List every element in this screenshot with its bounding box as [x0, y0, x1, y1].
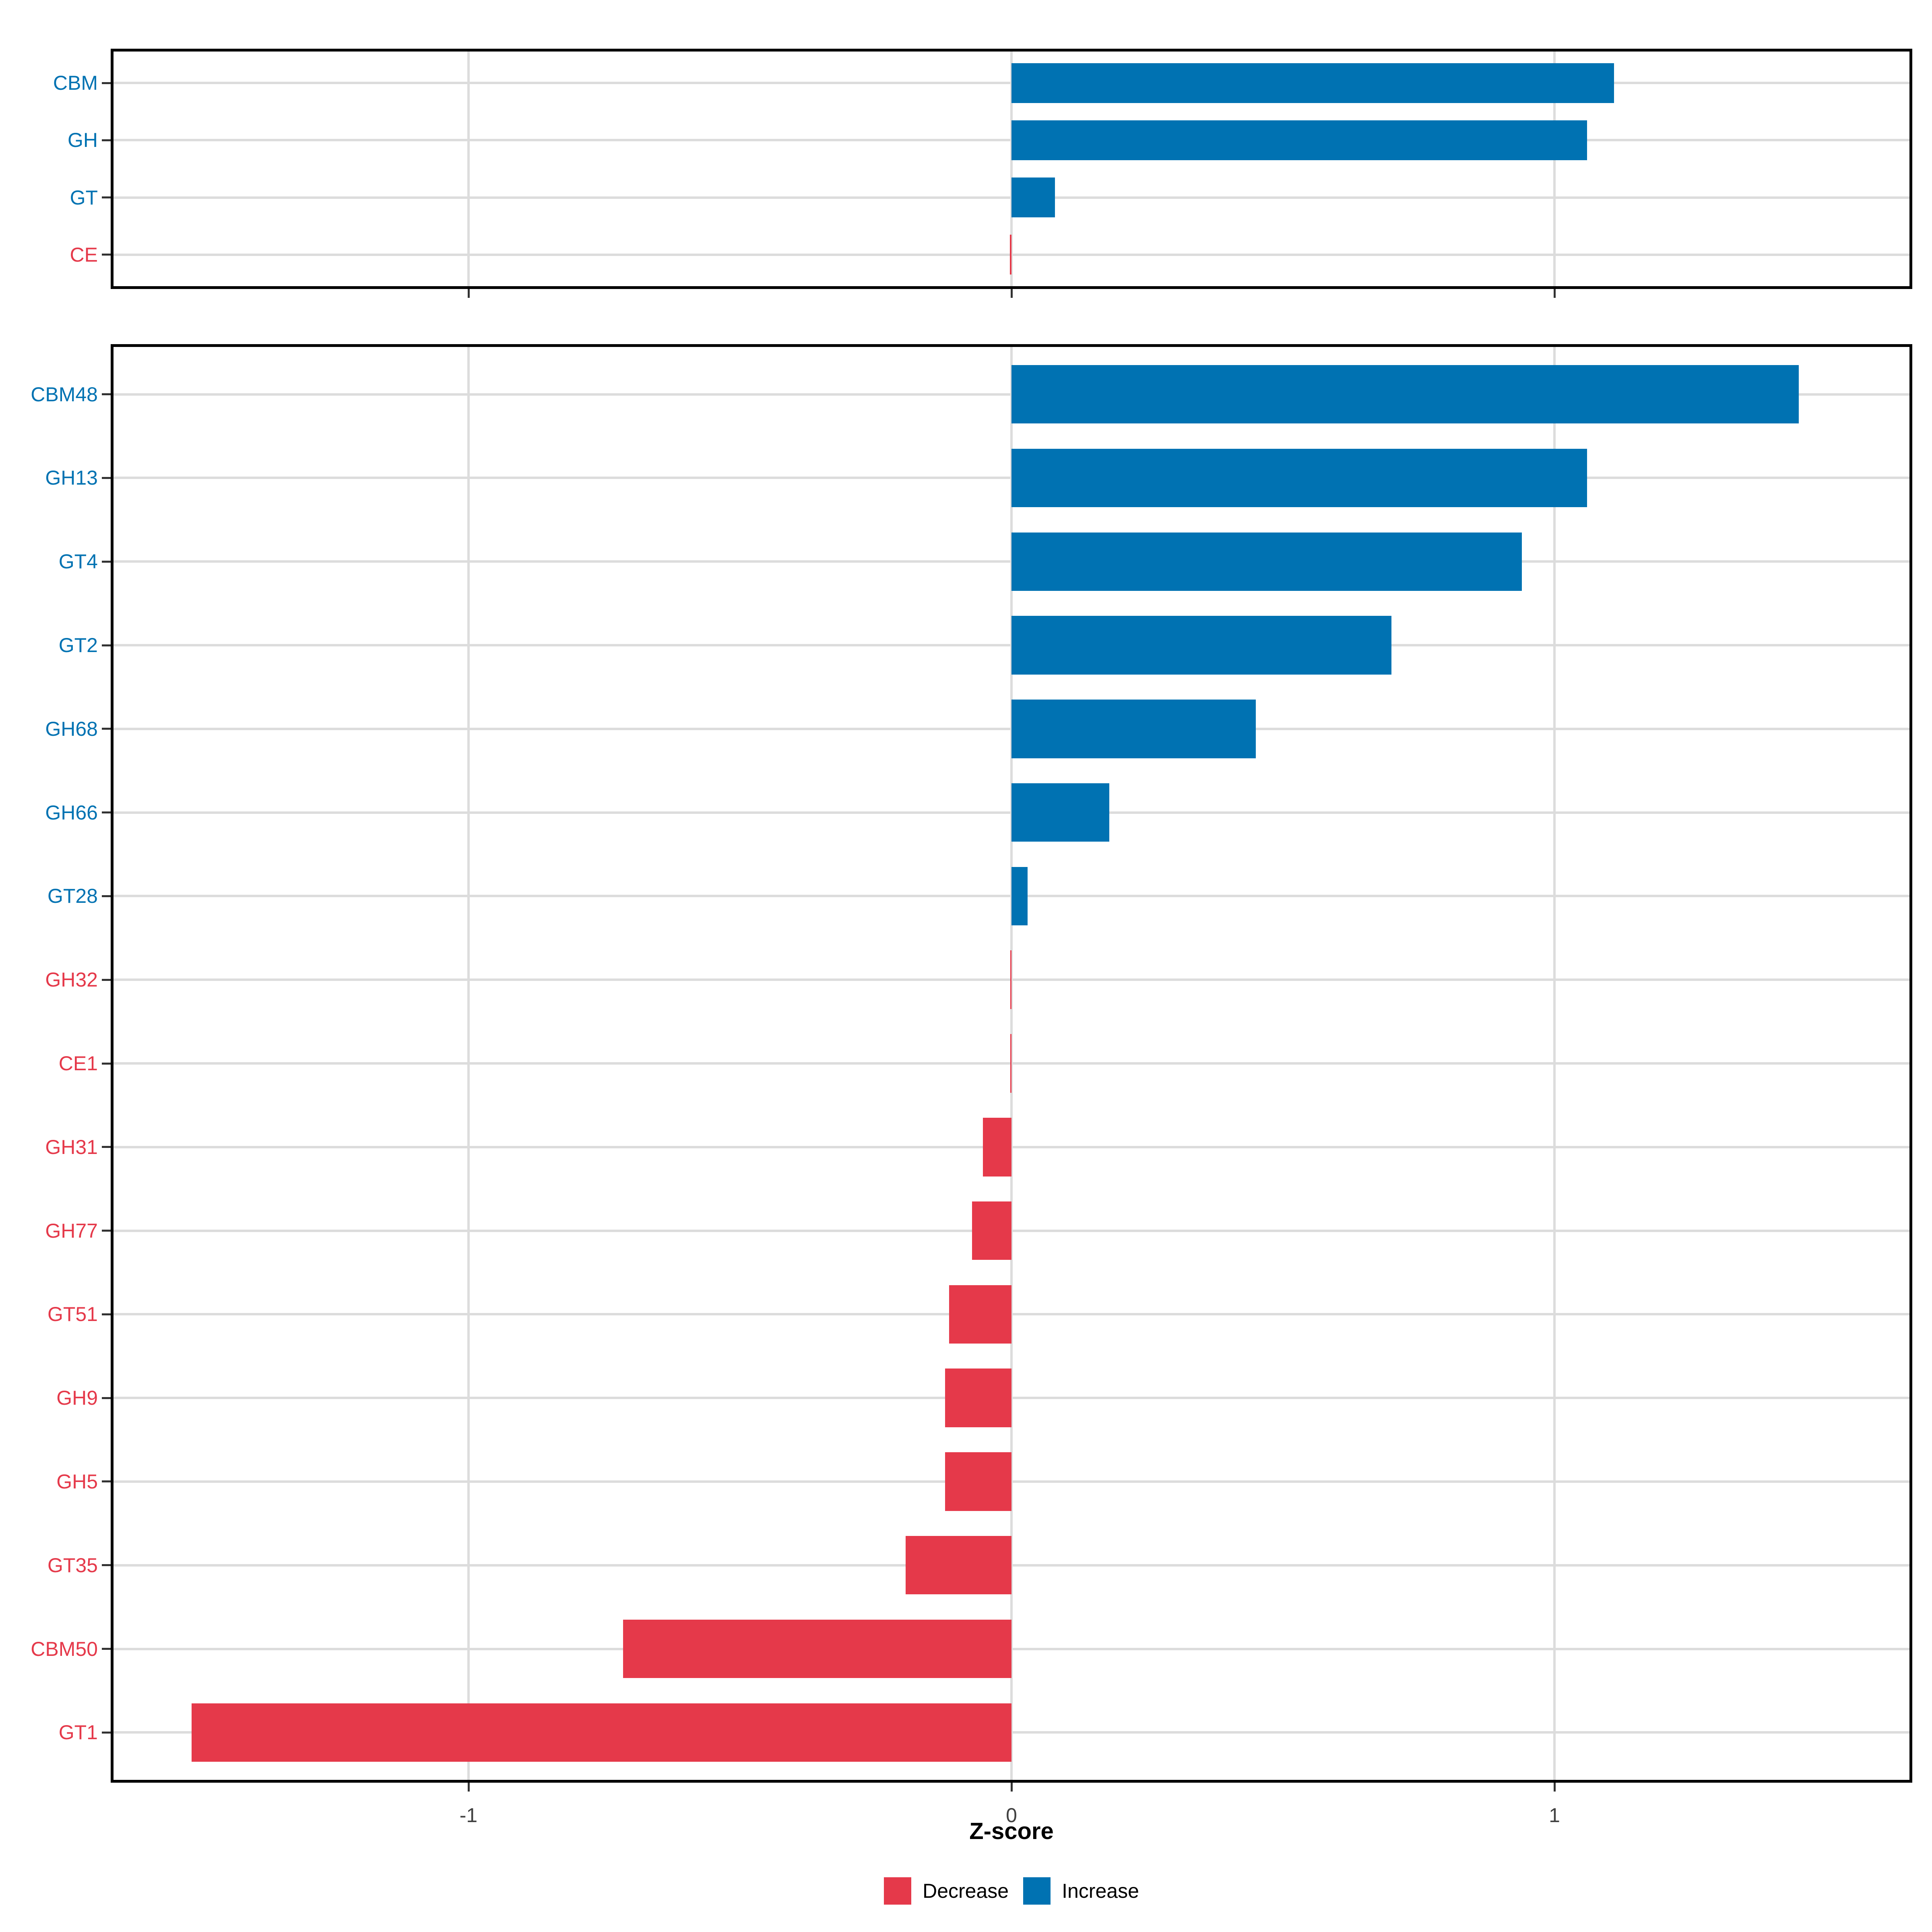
y-label-GH13: GH13 [45, 466, 98, 489]
y-label-GT: GT [70, 186, 98, 209]
bar-GH77 [972, 1201, 1011, 1260]
y-axis-tick [102, 1062, 111, 1065]
y-label-GT51: GT51 [47, 1303, 98, 1326]
bar-GH32 [1010, 950, 1011, 1009]
y-axis-tick [102, 1564, 111, 1567]
legend-label-decrease: Decrease [923, 1880, 1009, 1902]
gridline-row-GH5 [111, 1480, 1912, 1483]
gridline-row-GH32 [111, 978, 1912, 981]
x-axis-title: Z-score [969, 1818, 1054, 1844]
gridline-row-GH77 [111, 1229, 1912, 1232]
bar-GH9 [945, 1368, 1011, 1427]
y-label-GH32: GH32 [45, 968, 98, 991]
bar-GT28 [1011, 867, 1028, 926]
legend-swatch-increase-icon [1023, 1877, 1051, 1905]
y-label-GH66: GH66 [45, 801, 98, 824]
gridline-row-GH31 [111, 1146, 1912, 1148]
y-axis-tick [102, 139, 111, 141]
x-axis-tick [1010, 1783, 1013, 1792]
legend-swatch-decrease-icon [884, 1877, 912, 1905]
y-label-GH: GH [68, 129, 98, 152]
y-label-GH5: GH5 [56, 1470, 98, 1493]
y-label-GT4: GT4 [58, 550, 98, 573]
bar-GT1 [192, 1703, 1011, 1762]
gridline-row-GT1 [111, 1731, 1912, 1734]
gridline-row-CBM50 [111, 1647, 1912, 1650]
x-axis-tick [1010, 289, 1013, 298]
bar-GH68 [1011, 700, 1256, 758]
bar-GT [1011, 177, 1055, 218]
y-label-CBM50: CBM50 [31, 1637, 98, 1660]
gridline-row-GT51 [111, 1313, 1912, 1316]
y-axis-tick [102, 644, 111, 646]
bar-CE1 [1010, 1034, 1011, 1093]
y-label-GT28: GT28 [47, 885, 98, 908]
y-axis-tick [102, 254, 111, 256]
y-axis-tick [102, 1648, 111, 1650]
x-tick-label-1: 1 [1549, 1804, 1560, 1827]
y-axis-tick [102, 477, 111, 479]
y-label-CE1: CE1 [58, 1052, 98, 1075]
bar-GT2 [1011, 616, 1392, 675]
bar-GH31 [983, 1118, 1011, 1177]
bar-GH13 [1011, 448, 1587, 508]
gridline-row-GT35 [111, 1564, 1912, 1567]
panel-cazyme-family: CBM48 GH13 GT4 GT2 GH68 GH66 GT28 GH32 CE1 GH31 GH… [31, 344, 1912, 1827]
y-axis-tick [102, 82, 111, 84]
bar-GH66 [1011, 783, 1109, 842]
y-axis-tick [102, 1731, 111, 1734]
gridline-x-0 [1010, 49, 1013, 289]
y-axis-tick [102, 393, 111, 396]
legend-label-increase: Increase [1062, 1880, 1139, 1902]
y-axis-tick [102, 560, 111, 563]
bar-CBM50 [623, 1619, 1011, 1678]
y-axis-tick [102, 728, 111, 730]
bar-GH5 [945, 1452, 1011, 1511]
bar-GH [1011, 120, 1587, 161]
x-axis-tick [1553, 1783, 1556, 1792]
y-axis-tick [102, 1313, 111, 1315]
legend-item-increase: Increase [1023, 1877, 1139, 1905]
x-axis-tick [467, 289, 470, 298]
y-label-GH31: GH31 [45, 1135, 98, 1158]
y-label-GH9: GH9 [56, 1387, 98, 1410]
y-label-GT1: GT1 [58, 1721, 98, 1744]
x-axis-tick [467, 1783, 470, 1792]
y-axis-tick [102, 1230, 111, 1232]
x-tick-label--1: -1 [459, 1804, 478, 1827]
bar-GT51 [949, 1285, 1011, 1344]
gridline-row-CE [111, 253, 1912, 256]
y-label-CBM: CBM [53, 72, 98, 95]
bar-GT4 [1011, 532, 1522, 591]
x-axis-tick [1553, 289, 1556, 298]
y-axis-tick [102, 1397, 111, 1399]
gridline-x--1 [467, 49, 470, 289]
bar-CBM [1011, 63, 1614, 103]
y-axis-tick [102, 978, 111, 981]
legend-item-decrease: Decrease [884, 1877, 1009, 1905]
x-tick-label-0: 0 [1006, 1804, 1017, 1827]
bar-GT35 [905, 1536, 1011, 1595]
y-axis-tick [102, 1480, 111, 1483]
gridline-row-GH9 [111, 1397, 1912, 1399]
y-label-GT2: GT2 [58, 634, 98, 657]
legend: Decrease Increase [111, 1876, 1912, 1905]
y-axis-tick [102, 811, 111, 814]
bar-CE [1009, 234, 1011, 275]
y-label-GH68: GH68 [45, 717, 98, 740]
y-label-GH77: GH77 [45, 1219, 98, 1242]
y-label-CBM48: CBM48 [31, 383, 98, 406]
panel-cazyme-class: CBM GH GT CE [53, 49, 1912, 298]
gridline-row-CE1 [111, 1062, 1912, 1065]
y-axis-tick [102, 196, 111, 199]
y-axis-tick [102, 895, 111, 897]
y-label-GT35: GT35 [47, 1554, 98, 1577]
bar-CBM48 [1011, 365, 1799, 424]
gridline-x-1 [1553, 49, 1556, 289]
y-label-CE: CE [70, 243, 98, 266]
y-axis-tick [102, 1146, 111, 1148]
